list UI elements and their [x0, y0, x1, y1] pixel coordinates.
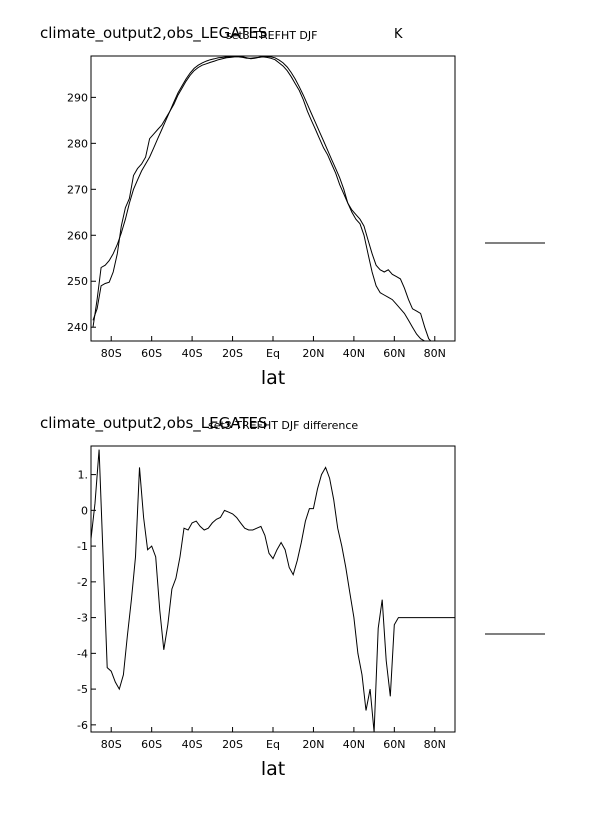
y-tick-label: -6: [77, 719, 88, 732]
panel-1-series: [92, 56, 432, 341]
y-tick-label: -2: [77, 576, 88, 589]
y-tick-label: 250: [67, 275, 88, 288]
y-tick-label: -1: [77, 540, 88, 553]
panel-1-units: K: [394, 27, 403, 42]
y-tick-label: 0: [81, 504, 88, 517]
x-tick-label: 20S: [222, 347, 243, 360]
y-tick-label: -4: [77, 647, 88, 660]
panel-2-ticks: 80S 60S 40S 20S Eq 20N 40N 60N 80N 1. 0 -1 -2 -3 -4 -5 -…: [77, 469, 446, 751]
x-tick-label: 40S: [182, 738, 203, 751]
x-tick-label: 80N: [424, 738, 446, 751]
x-tick-label: 60N: [383, 738, 405, 751]
y-tick-label: -5: [77, 683, 88, 696]
series-line-2: [92, 56, 426, 341]
x-tick-label: 80S: [101, 738, 122, 751]
x-tick-label: 80S: [101, 347, 122, 360]
y-tick-label: 280: [67, 137, 88, 150]
panel-2: climate_output2,obs_LEGATES set3 TREFHT …: [40, 414, 545, 780]
y-tick-label: 260: [67, 229, 88, 242]
panel-2-plot-frame: [90, 445, 456, 733]
x-tick-label: 80N: [424, 347, 446, 360]
x-tick-label: 60S: [141, 738, 162, 751]
y-tick-label: 1.: [78, 469, 89, 482]
x-tick-label: 20N: [302, 738, 324, 751]
panel-2-subtitle: set3 TREFHT DJF difference: [208, 419, 358, 432]
y-tick-label: -3: [77, 612, 88, 625]
panel-2-series: [91, 449, 455, 732]
series-line-1: [91, 449, 455, 732]
x-tick-label: 60S: [141, 347, 162, 360]
x-tick-label: 40S: [182, 347, 203, 360]
panel-1-title: climate_output2,obs_LEGATES: [40, 24, 268, 43]
panel-2-title: climate_output2,obs_LEGATES: [40, 414, 268, 433]
panel-1-subtitle: set3 TREFHT DJF: [226, 29, 317, 42]
x-tick-label: 40N: [343, 738, 365, 751]
panel-1-plot-frame: [90, 55, 456, 342]
x-tick-label: 20S: [222, 738, 243, 751]
x-tick-label: 40N: [343, 347, 365, 360]
panel-1-xlabel: lat: [261, 367, 285, 389]
panel-2-xlabel: lat: [261, 758, 285, 780]
panel-1: climate_output2,obs_LEGATES set3 TREFHT …: [40, 24, 545, 389]
x-tick-label: Eq: [266, 347, 280, 360]
y-tick-label: 240: [67, 321, 88, 334]
x-tick-label: 60N: [383, 347, 405, 360]
y-tick-label: 290: [67, 91, 88, 104]
y-tick-label: 270: [67, 183, 88, 196]
series-line-1: [92, 56, 432, 341]
panel-1-ticks: 80S 60S 40S 20S Eq 20N 40N 60N 80N 240 250 260 270 28…: [67, 91, 446, 360]
x-tick-label: 20N: [302, 347, 324, 360]
x-tick-label: Eq: [266, 738, 280, 751]
